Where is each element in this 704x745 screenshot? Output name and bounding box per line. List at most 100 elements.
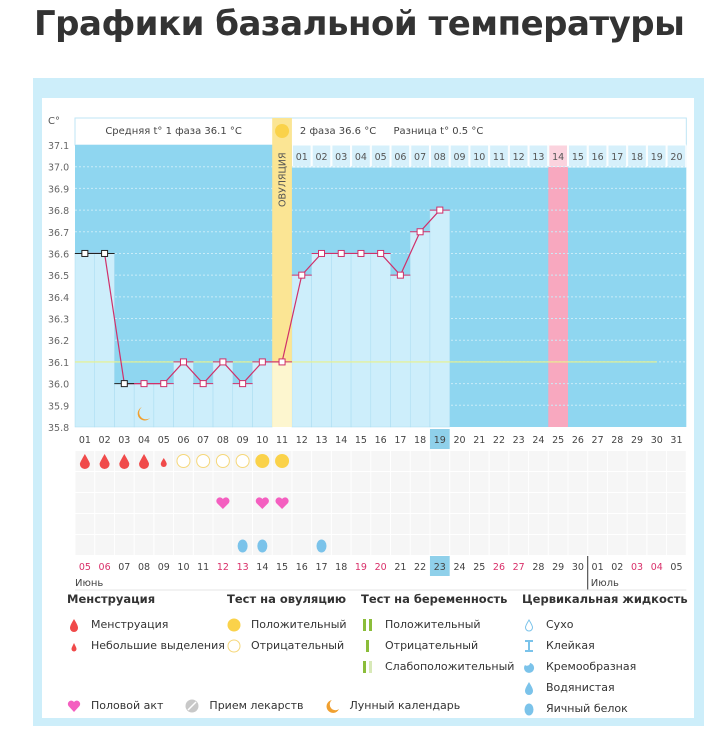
symptom-cell: [371, 514, 391, 534]
symptom-cell: [371, 493, 391, 513]
symptom-cell: [154, 472, 174, 492]
legend-label: Кремообразная: [546, 660, 637, 673]
phase2-day-label: 11: [493, 152, 505, 163]
temperature-bar: [390, 274, 411, 428]
symptom-cell: [351, 493, 371, 513]
symptom-cell: [489, 451, 509, 471]
phase2-day-cell: [607, 144, 628, 168]
cycle-day-label: 26: [572, 435, 584, 446]
menstruation-icon: [139, 454, 150, 469]
symptom-cell: [489, 493, 509, 513]
watery-drop-icon: [522, 681, 536, 695]
symptom-cell: [213, 514, 233, 534]
egg-white-icon: [257, 539, 268, 553]
symptom-cell: [529, 493, 548, 513]
symptom-cell: [667, 493, 686, 513]
temperature-bar: [350, 253, 372, 428]
symptom-cell: [588, 535, 607, 555]
phase2-day-label: 03: [335, 152, 347, 163]
date-label: 03: [631, 562, 643, 573]
phase2-day-label: 20: [670, 152, 682, 163]
symptom-cell: [331, 472, 351, 492]
symptom-cell: [489, 535, 509, 555]
phase2-day-label: 06: [394, 152, 406, 163]
symptom-cell: [292, 535, 312, 555]
phase2-day-label: 02: [315, 152, 327, 163]
date-label: 25: [473, 562, 485, 573]
y-tick-label: 36.6: [48, 249, 69, 260]
symptom-cell: [292, 514, 312, 534]
phase2-day-cell: [508, 144, 529, 168]
symptom-cell: [667, 472, 686, 492]
symptom-cell: [193, 472, 213, 492]
y-tick-label: 36.1: [48, 358, 69, 369]
date-label: 02: [611, 562, 623, 573]
symptom-cell: [627, 493, 647, 513]
legend-cervical: Цервикальная жидкость Сухо Клейкая Кремо…: [522, 592, 688, 719]
chart-header: [74, 117, 687, 146]
symptom-cell: [430, 472, 450, 492]
symptom-cell: [95, 493, 114, 513]
symptom-cell: [647, 493, 667, 513]
y-tick-label: 36.2: [48, 336, 69, 347]
symptom-cell: [450, 535, 469, 555]
date-label: 28: [532, 562, 544, 573]
symptom-cell: [272, 514, 292, 534]
two-lines-icon: [361, 618, 375, 632]
symptom-cell: [114, 472, 134, 492]
symptom-cell: [331, 493, 351, 513]
symptom-cell: [548, 451, 568, 471]
ovulation-test-negative-icon: [235, 454, 250, 468]
symptom-cell: [529, 514, 548, 534]
symptom-cell: [647, 472, 667, 492]
temperature-bar: [212, 361, 234, 428]
legend-label: Половой акт: [91, 699, 164, 712]
symptom-cell: [351, 535, 371, 555]
temperature-bar: [133, 383, 155, 428]
cycle-day-label: 08: [217, 435, 229, 446]
symptom-cell: [233, 493, 252, 513]
symptom-cell: [430, 535, 450, 555]
symptom-cell: [95, 535, 114, 555]
temperature-bar: [252, 361, 273, 428]
legend-label: Водянистая: [546, 681, 615, 694]
phase2-day-cell: [489, 144, 509, 168]
temperature-point: [298, 271, 306, 279]
symptom-cell: [667, 535, 686, 555]
date-label: 23: [434, 562, 446, 573]
heart-icon: [67, 699, 81, 713]
date-label: 21: [394, 562, 406, 573]
date-label: 27: [513, 562, 525, 573]
legend-label: Прием лекарств: [209, 699, 304, 712]
symptom-cell: [548, 493, 568, 513]
temperature-point: [239, 380, 247, 388]
date-label: 14: [256, 562, 268, 573]
temperature-bar: [429, 209, 450, 428]
temperature-point: [120, 380, 128, 388]
symptom-cell: [233, 472, 252, 492]
small-drop-icon: [67, 639, 81, 653]
symptom-cell: [233, 514, 252, 534]
legend-label: Положительный: [385, 618, 481, 631]
symptom-cell: [134, 472, 154, 492]
phase2-day-label: 17: [611, 152, 623, 163]
temperature-point: [258, 358, 266, 366]
phase2-day-label: 12: [513, 152, 525, 163]
ovulation-bar: [272, 361, 292, 427]
creamy-icon: [522, 660, 536, 674]
symptom-cell: [627, 514, 647, 534]
symptom-cell: [371, 472, 391, 492]
symptom-cell: [450, 451, 469, 471]
symptom-cell: [568, 451, 588, 471]
symptom-cell: [213, 535, 233, 555]
symptom-cell: [371, 451, 391, 471]
date-label: 08: [138, 562, 150, 573]
symptom-cell: [174, 514, 193, 534]
symptom-cell: [312, 493, 331, 513]
cycle-day-label: 16: [375, 435, 387, 446]
legend-title: Цервикальная жидкость: [522, 592, 688, 606]
phase2-day-label: 13: [532, 152, 544, 163]
symptom-cell: [252, 514, 272, 534]
temperature-point: [140, 380, 148, 388]
